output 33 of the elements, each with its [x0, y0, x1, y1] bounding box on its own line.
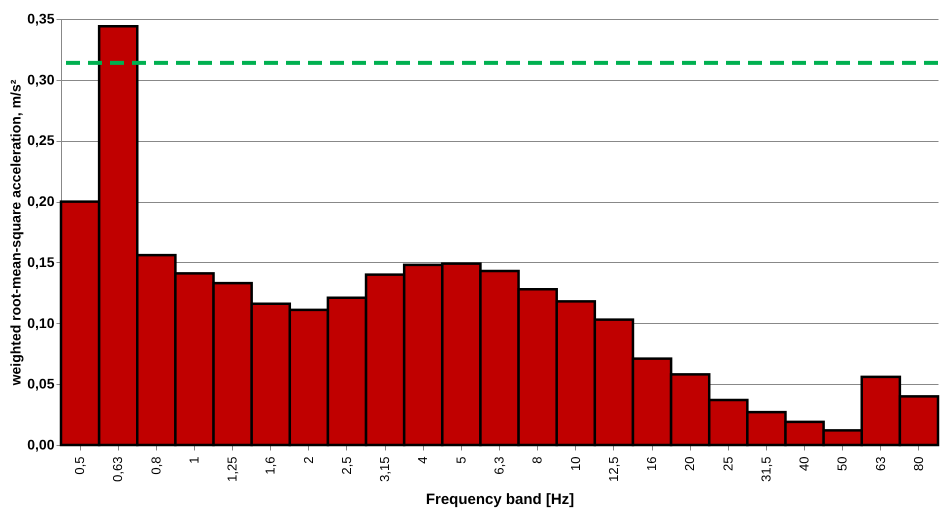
x-tick-label: 50 — [834, 456, 850, 471]
x-tick-label: 1 — [186, 456, 202, 464]
x-tick-label: 5 — [453, 456, 468, 464]
x-tick-label: 3,15 — [377, 456, 392, 482]
x-tick-label: 25 — [720, 456, 736, 471]
x-tick-label: 0,5 — [72, 456, 88, 475]
x-tick-label: 2,5 — [338, 456, 354, 475]
x-tick-label: 0,8 — [148, 456, 164, 475]
y-tick-label: 0,10 — [27, 314, 55, 331]
x-tick-label: 80 — [910, 456, 926, 471]
x-tick-label: 1,6 — [262, 456, 278, 475]
y-tick-label: 0,00 — [27, 436, 55, 452]
x-tick-label: 10 — [568, 456, 583, 471]
x-tick-label: 31,5 — [758, 456, 774, 482]
y-tick-label: 0,15 — [27, 254, 55, 270]
x-tick-label: 6,3 — [492, 456, 506, 475]
x-tick-label: 1,25 — [224, 456, 240, 482]
y-tick-label: 0,05 — [27, 376, 55, 392]
y-tick-label: 0,25 — [27, 132, 55, 148]
x-tick-label: 8 — [530, 456, 545, 464]
x-tick-label: 16 — [644, 456, 660, 471]
x-tick-label: 40 — [796, 456, 812, 471]
x-tick-label: 2 — [300, 456, 316, 464]
y-axis-title: weighted root-mean-square acceleration, m/s² — [7, 79, 24, 386]
x-tick-label: 12,5 — [606, 456, 621, 482]
y-tick-label: 0,30 — [27, 71, 55, 88]
x-tick-label: 4 — [415, 456, 430, 464]
x-tick-label: 63 — [872, 456, 888, 471]
x-axis-title: Frequency band [Hz] — [426, 490, 574, 508]
y-tick-label: 0,20 — [27, 193, 55, 210]
x-tick-label: 20 — [682, 456, 698, 471]
y-tick-label: 0,35 — [27, 10, 55, 26]
x-tick-label: 0,63 — [110, 456, 126, 482]
